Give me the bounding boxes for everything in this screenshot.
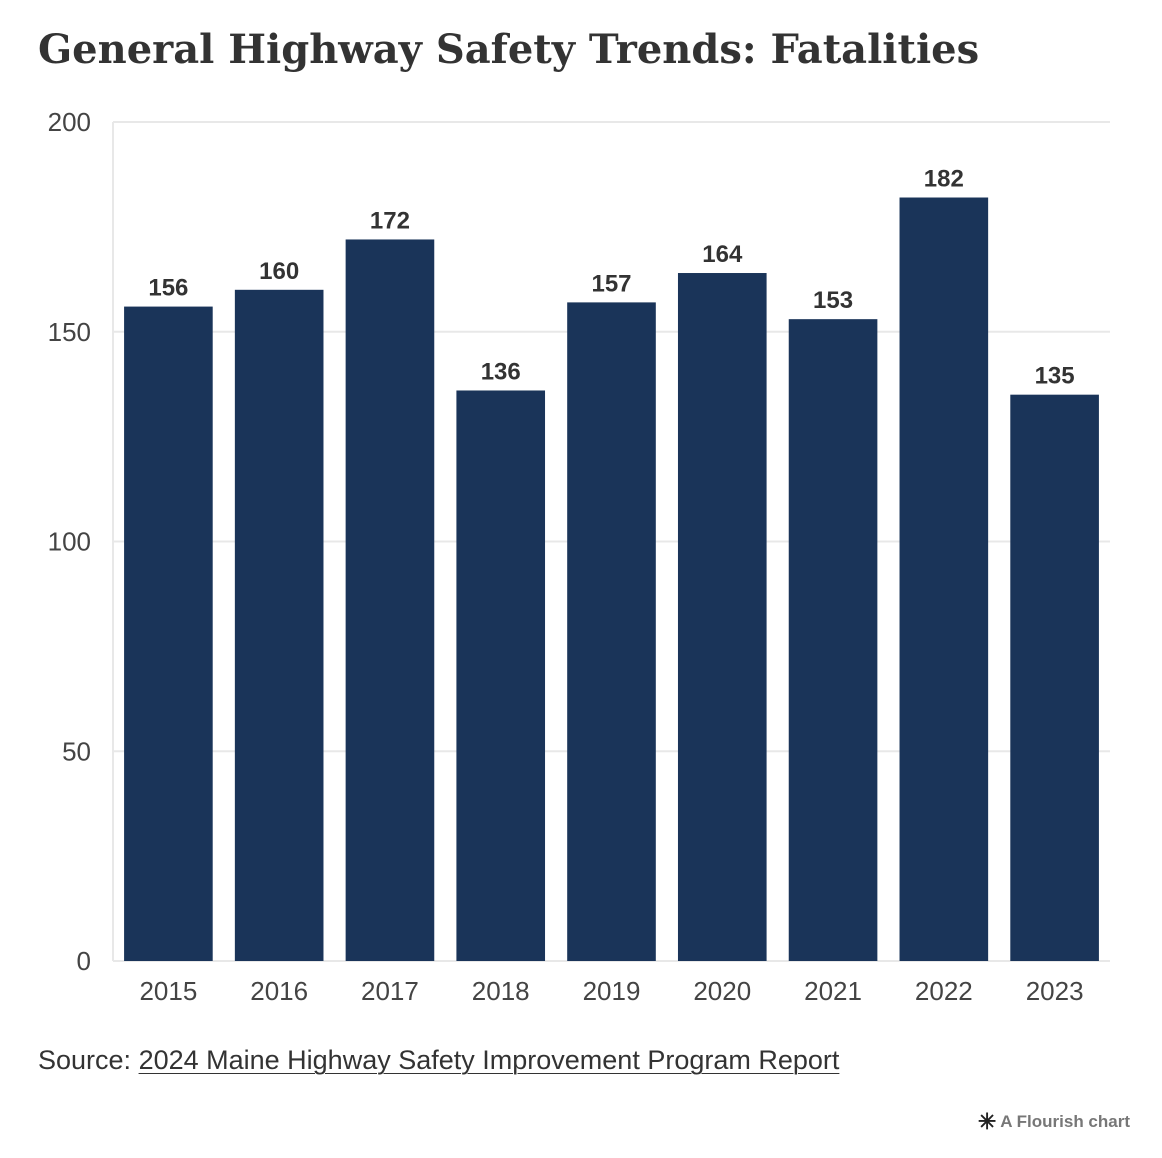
bar-2019[interactable]	[567, 302, 656, 961]
bar-2020[interactable]	[677, 273, 767, 961]
source-link[interactable]: 2024 Maine Highway Safety Improvement Pr…	[138, 1045, 840, 1075]
data-label-2019: 157	[591, 270, 631, 297]
source-line: Source: 2024 Maine Highway Safety Improv…	[38, 1042, 839, 1078]
flourish-asterisk-icon: ✳	[977, 1109, 997, 1134]
bar-2016[interactable]	[234, 289, 324, 961]
y-tick-label: 0	[77, 946, 91, 976]
x-tick-label-2019: 2019	[583, 976, 641, 1006]
data-label-2020: 164	[702, 241, 743, 268]
x-tick-label-2023: 2023	[1026, 976, 1084, 1006]
y-tick-label: 150	[48, 317, 91, 347]
data-labels: 156 160 172 136 157 164 153 182 135	[148, 166, 1074, 390]
x-tick-label-2017: 2017	[361, 976, 419, 1006]
x-tick-label-2020: 2020	[693, 976, 751, 1006]
x-axis-ticks: 2015 2016 2017 2018 2019 2020 2021 2022 2023	[139, 976, 1083, 1006]
source-prefix: Source:	[38, 1045, 139, 1075]
data-label-2023: 135	[1035, 363, 1075, 390]
bars	[124, 197, 1099, 962]
data-label-2017: 172	[370, 207, 410, 234]
x-tick-label-2016: 2016	[250, 976, 308, 1006]
credit-text: A Flourish chart	[1000, 1112, 1130, 1131]
bar-2015[interactable]	[124, 306, 213, 962]
x-tick-label-2022: 2022	[915, 976, 973, 1006]
x-tick-label-2018: 2018	[472, 976, 530, 1006]
data-label-2018: 136	[481, 358, 521, 385]
bar-2023[interactable]	[1010, 394, 1099, 961]
chart-title: General Highway Safety Trends: Fatalitie…	[38, 26, 980, 73]
y-tick-label: 50	[62, 736, 91, 766]
bar-2017[interactable]	[345, 239, 435, 961]
bar-2022[interactable]	[899, 197, 989, 961]
bar-2018[interactable]	[456, 390, 546, 962]
y-axis-ticks: 0 50 100 150 200	[48, 107, 91, 976]
x-tick-label-2015: 2015	[139, 976, 197, 1006]
y-tick-label: 100	[48, 527, 91, 557]
data-label-2016: 160	[259, 258, 299, 285]
x-tick-label-2021: 2021	[804, 976, 862, 1006]
data-label-2022: 182	[924, 166, 964, 193]
data-label-2015: 156	[148, 275, 188, 302]
bar-2021[interactable]	[788, 319, 878, 961]
data-label-2021: 153	[813, 287, 853, 314]
y-tick-label: 200	[48, 107, 91, 137]
flourish-credit[interactable]: ✳ A Flourish chart	[977, 1109, 1130, 1134]
